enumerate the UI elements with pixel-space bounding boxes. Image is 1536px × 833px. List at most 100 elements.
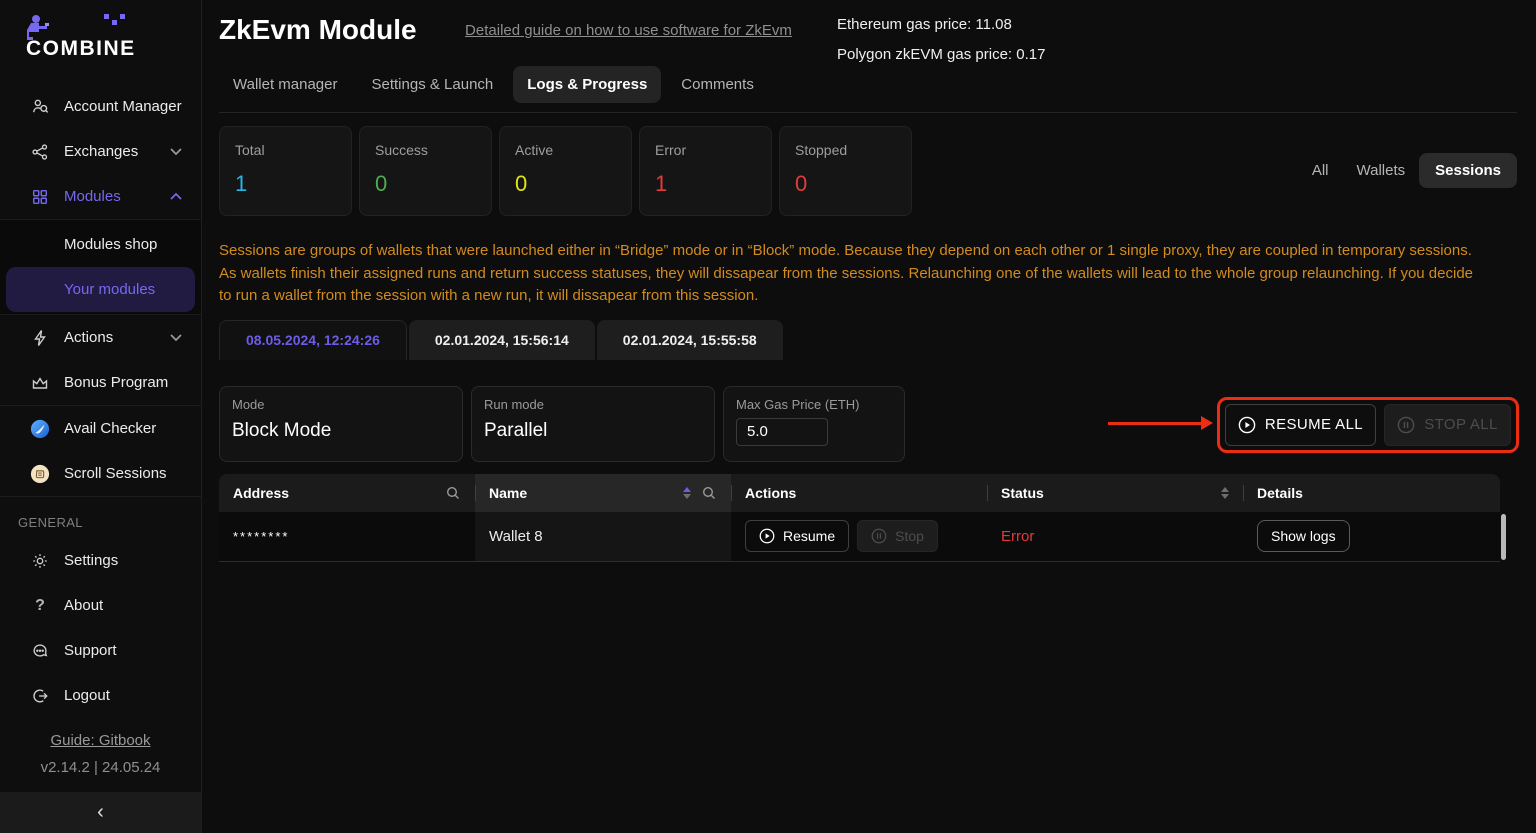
column-header-details: Details (1243, 474, 1500, 512)
share-icon (30, 143, 50, 161)
sidebar-item-avail-checker[interactable]: Avail Checker (0, 406, 201, 451)
table-scrollbar[interactable] (1501, 513, 1506, 560)
sidebar-item-about[interactable]: ? About (0, 583, 201, 628)
logo: COMBINE (0, 0, 201, 84)
column-header-actions: Actions (731, 474, 987, 512)
stat-card-active: Active 0 (499, 126, 632, 216)
stat-card-error: Error 1 (639, 126, 772, 216)
resume-all-label: RESUME ALL (1264, 416, 1364, 433)
view-toggle: All Wallets Sessions (1298, 153, 1517, 188)
tab-comments[interactable]: Comments (681, 76, 754, 93)
actions-cell: Resume Stop (731, 512, 987, 561)
session-tab-2[interactable]: 02.01.2024, 15:56:14 (408, 319, 595, 360)
crown-icon (30, 375, 50, 391)
ethereum-gas-price: Ethereum gas price: 11.08 (837, 16, 1012, 33)
search-icon[interactable] (445, 485, 461, 501)
sidebar-item-support[interactable]: Support (0, 628, 201, 673)
question-icon: ? (35, 596, 45, 614)
stat-card-total: Total 1 (219, 126, 352, 216)
detailed-guide-link[interactable]: Detailed guide on how to use software fo… (465, 22, 792, 39)
sidebar-item-settings[interactable]: Settings (0, 538, 201, 583)
toggle-sessions[interactable]: Sessions (1419, 153, 1517, 188)
sidebar-item-modules-shop[interactable]: Modules shop (0, 222, 201, 267)
stop-all-button[interactable]: STOP ALL (1383, 403, 1511, 446)
sidebar: COMBINE Account Manager Exchanges (0, 0, 202, 833)
collapse-icon: ‹ (97, 801, 104, 823)
sidebar-item-label: About (64, 597, 104, 614)
module-tabs: Wallet manager Settings & Launch Logs & … (219, 66, 1517, 103)
max-gas-input[interactable] (736, 417, 828, 446)
sidebar-item-label: Modules shop (64, 236, 158, 253)
sidebar-divider (0, 496, 201, 497)
sidebar-item-logout[interactable]: Logout (0, 673, 201, 718)
column-header-status[interactable]: Status (987, 474, 1243, 512)
main-content: ZkEvm Module Detailed guide on how to us… (202, 0, 1536, 833)
toggle-all[interactable]: All (1311, 162, 1329, 179)
tab-wallet-manager[interactable]: Wallet manager (233, 76, 338, 93)
sidebar-item-label: Your modules (64, 281, 156, 298)
sidebar-item-bonus-program[interactable]: Bonus Program (0, 360, 201, 405)
page-header: ZkEvm Module Detailed guide on how to us… (219, 0, 1517, 63)
sidebar-item-label: Scroll Sessions (64, 465, 167, 482)
app-version: v2.14.2 | 24.05.24 (40, 759, 161, 776)
chevron-down-icon (169, 147, 183, 156)
sidebar-item-account-manager[interactable]: Account Manager (0, 84, 201, 129)
sidebar-item-label: Exchanges (64, 143, 139, 160)
session-tab-3[interactable]: 02.01.2024, 15:55:58 (596, 319, 783, 360)
annotation-arrow-right-icon (1108, 415, 1213, 430)
max-gas-card: Max Gas Price (ETH) (723, 385, 905, 462)
stat-value: 1 (235, 171, 248, 196)
play-icon (759, 528, 775, 544)
sidebar-item-modules[interactable]: Modules (0, 174, 201, 219)
resume-label: Resume (783, 528, 836, 544)
resume-all-button[interactable]: RESUME ALL (1225, 403, 1376, 446)
sidebar-footer: Guide: Gitbook v2.14.2 | 24.05.24 (0, 732, 201, 792)
details-cell: Show logs (1243, 512, 1500, 561)
sidebar-item-scroll-sessions[interactable]: Scroll Sessions (0, 451, 201, 496)
stat-card-success: Success 0 (359, 126, 492, 216)
stat-value: 0 (375, 171, 388, 196)
show-logs-button[interactable]: Show logs (1257, 520, 1350, 552)
mode-value: Block Mode (232, 419, 332, 441)
sort-icon[interactable] (683, 486, 691, 499)
resume-button[interactable]: Resume (745, 520, 850, 552)
session-tab-1[interactable]: 08.05.2024, 12:24:26 (219, 319, 407, 360)
sidebar-item-exchanges[interactable]: Exchanges (0, 129, 201, 174)
wallets-table: Address Name (219, 473, 1506, 562)
stop-label: Stop (895, 528, 924, 544)
chat-bubble-icon (30, 642, 50, 660)
sidebar-collapse-button[interactable]: ‹ (0, 792, 201, 833)
logout-icon (30, 687, 50, 705)
logo-pixels-decoration (104, 14, 125, 25)
header-divider (219, 112, 1517, 113)
column-header-name[interactable]: Name (475, 473, 731, 512)
sidebar-item-your-modules[interactable]: Your modules (6, 267, 195, 312)
name-cell: Wallet 8 (475, 511, 731, 561)
tab-settings-launch[interactable]: Settings & Launch (371, 76, 494, 93)
stop-all-label: STOP ALL (1424, 416, 1498, 433)
stat-label: Total (235, 142, 265, 158)
gitbook-guide-link[interactable]: Guide: Gitbook (50, 732, 151, 749)
max-gas-label: Max Gas Price (ETH) (736, 396, 860, 412)
search-icon[interactable] (701, 485, 717, 501)
sessions-description: Sessions are groups of wallets that were… (219, 242, 1474, 304)
status-badge: Error (1001, 527, 1035, 545)
tab-logs-progress[interactable]: Logs & Progress (513, 66, 662, 103)
sidebar-divider (0, 405, 201, 406)
sort-icon[interactable] (1221, 486, 1229, 499)
sidebar-item-label: Avail Checker (64, 420, 157, 437)
sidebar-item-actions[interactable]: Actions (0, 315, 201, 360)
mode-card: Mode Block Mode (219, 385, 463, 462)
stat-value: 0 (515, 171, 528, 196)
sidebar-item-label: Account Manager (64, 98, 182, 115)
sidebar-item-label: Support (64, 642, 117, 659)
column-header-address[interactable]: Address (219, 474, 475, 512)
masked-address: ******** (233, 528, 290, 544)
stat-card-stopped: Stopped 0 (779, 126, 912, 216)
sidebar-item-label: Settings (64, 552, 119, 569)
stats-row: Total 1 Success 0 Active 0 Error 1 Stopp… (219, 126, 1517, 216)
toggle-wallets[interactable]: Wallets (1356, 162, 1406, 179)
table-row: ******** Wallet 8 Resume (219, 511, 1500, 562)
page-title: ZkEvm Module (219, 14, 417, 45)
stop-button[interactable]: Stop (857, 520, 938, 552)
